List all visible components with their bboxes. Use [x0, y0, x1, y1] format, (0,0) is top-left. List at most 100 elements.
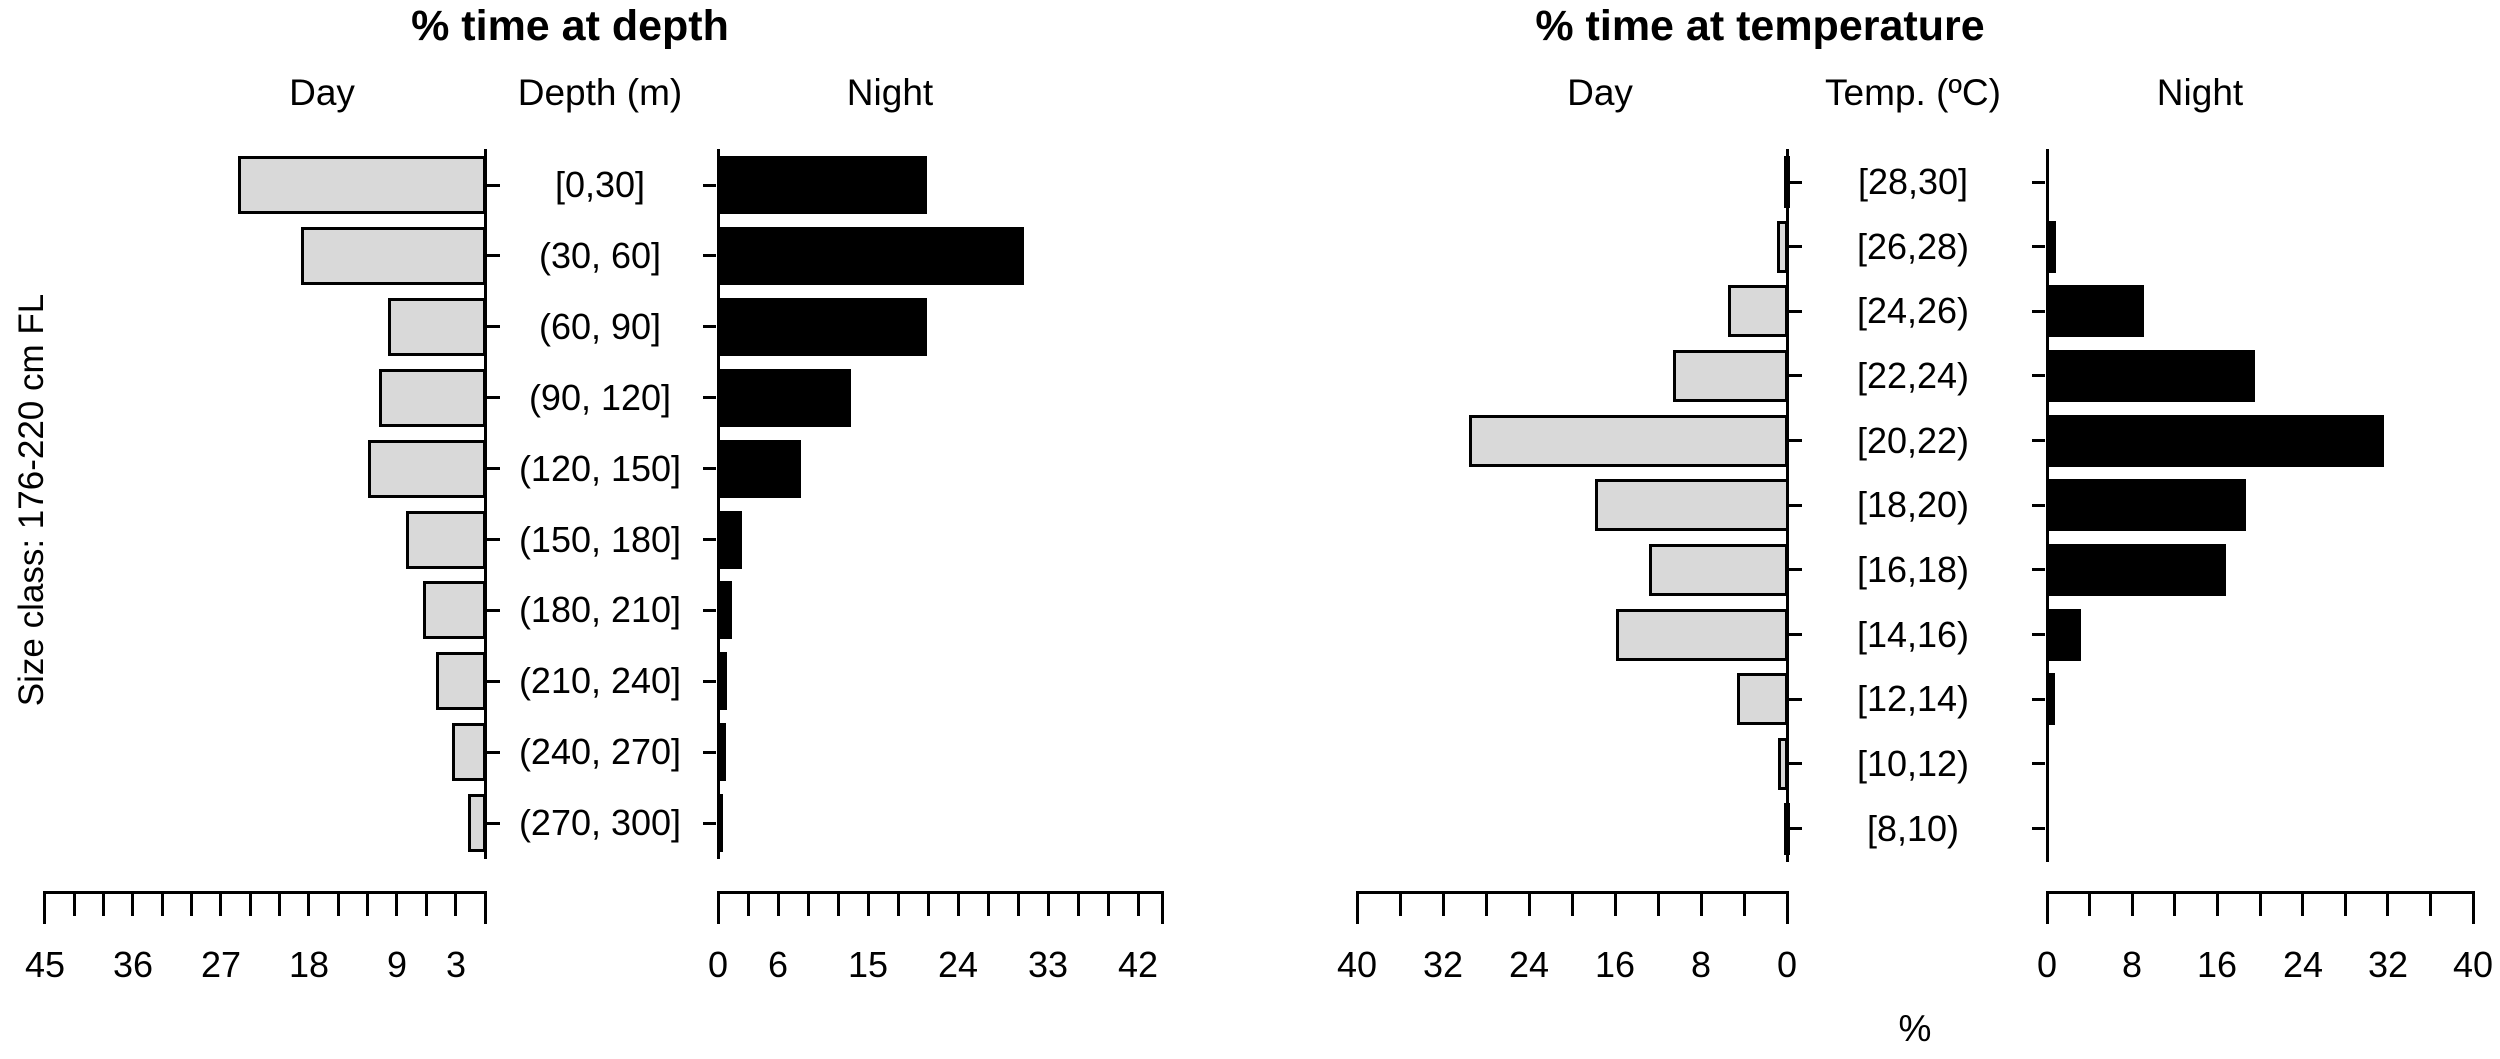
category-tick	[2032, 310, 2045, 313]
day-ruler-tick	[1528, 891, 1531, 916]
day-axis-tick-label: 16	[1594, 944, 1636, 985]
category-label: (270, 300]	[518, 802, 682, 843]
night-axis-tick-label: 0	[707, 944, 729, 985]
day-bar	[1728, 285, 1788, 337]
night-bar	[717, 652, 727, 710]
category-tick	[703, 325, 716, 328]
night-axis-tick-label: 32	[2367, 944, 2409, 985]
category-tick	[487, 609, 500, 612]
day-ruler-tick	[1399, 891, 1402, 916]
category-label: [0,30]	[554, 164, 646, 205]
day-ruler-tick	[278, 891, 281, 916]
day-ruler-tick	[1657, 891, 1660, 916]
category-label: [10,12)	[1856, 743, 1970, 784]
night-ruler-tick	[777, 891, 780, 916]
night-bar	[2046, 738, 2049, 790]
day-bar	[436, 652, 486, 710]
depth-day-header: Day	[289, 72, 355, 113]
category-tick	[487, 325, 500, 328]
night-ruler-tick	[2173, 891, 2176, 916]
day-bar	[301, 227, 486, 285]
day-axis-tick-label: 0	[1776, 944, 1798, 985]
day-bar	[423, 581, 486, 639]
category-label: (120, 150]	[518, 448, 682, 489]
night-bar	[717, 581, 732, 639]
day-bar	[379, 369, 486, 427]
temperature-chart-title: % time at temperature	[1535, 2, 1985, 50]
day-bar	[468, 794, 486, 852]
category-tick	[2032, 439, 2045, 442]
day-ruler-tick	[1743, 891, 1746, 916]
category-label: (180, 210]	[518, 589, 682, 630]
day-bar	[238, 156, 486, 214]
night-axis-tick-label: 33	[1027, 944, 1069, 985]
category-tick	[2032, 633, 2045, 636]
day-ruler-tick	[43, 891, 46, 924]
category-tick	[703, 467, 716, 470]
day-ruler-tick	[131, 891, 134, 916]
day-axis-tick-label: 9	[386, 944, 408, 985]
day-bar	[1649, 544, 1788, 596]
category-label: (240, 270]	[518, 731, 682, 772]
night-ruler-tick	[1137, 891, 1140, 916]
day-axis-tick-label: 36	[112, 944, 154, 985]
day-axis-tick-label: 27	[200, 944, 242, 985]
night-ruler-tick	[2429, 891, 2432, 916]
day-ruler-tick	[1485, 891, 1488, 916]
night-ruler-tick	[987, 891, 990, 916]
category-tick	[2032, 374, 2045, 377]
temperature-axis-header: Temp. (ºC)	[1825, 72, 2001, 113]
category-tick	[1789, 504, 1802, 507]
category-tick	[1789, 245, 1802, 248]
category-label: [8,10)	[1866, 808, 1960, 849]
category-label: [16,18)	[1856, 549, 1970, 590]
day-axis-tick-label: 3	[445, 944, 467, 985]
category-tick	[487, 538, 500, 541]
category-label: (90, 120]	[528, 377, 672, 418]
day-ruler-tick	[337, 891, 340, 916]
size-class-axis-label: Size class: 176-220 cm FL	[12, 293, 51, 707]
temperature-night-header: Night	[2156, 72, 2244, 113]
day-ruler-line	[45, 891, 487, 894]
day-ruler-tick	[1442, 891, 1445, 916]
day-ruler-tick	[425, 891, 428, 916]
category-label: (30, 60]	[538, 235, 662, 276]
night-axis-tick-label: 16	[2196, 944, 2238, 985]
night-bar	[717, 723, 726, 781]
category-tick	[487, 184, 500, 187]
night-bar	[717, 156, 927, 214]
day-ruler-tick	[454, 891, 457, 916]
category-tick	[1789, 698, 1802, 701]
day-ruler-tick	[249, 891, 252, 916]
night-bar	[2046, 415, 2384, 467]
category-tick	[703, 396, 716, 399]
day-ruler-tick	[1571, 891, 1574, 916]
night-axis-baseline	[717, 149, 720, 859]
night-bar	[2046, 609, 2081, 661]
day-ruler-tick	[366, 891, 369, 916]
category-tick	[2032, 504, 2045, 507]
night-ruler-tick	[1107, 891, 1110, 916]
day-ruler-tick	[484, 891, 487, 924]
night-bar	[2046, 479, 2246, 531]
category-label: [28,30]	[1857, 161, 1969, 202]
night-ruler-tick	[2301, 891, 2304, 916]
day-axis-tick-label: 8	[1690, 944, 1712, 985]
day-bar	[1778, 738, 1788, 790]
category-tick	[2032, 827, 2045, 830]
night-axis-tick-label: 24	[937, 944, 979, 985]
category-tick	[2032, 698, 2045, 701]
night-axis-tick-label: 24	[2282, 944, 2324, 985]
night-ruler-line	[718, 891, 1164, 894]
category-tick	[1789, 181, 1802, 184]
night-ruler-tick	[1077, 891, 1080, 916]
night-bar	[717, 227, 1024, 285]
percent-axis-label: %	[1898, 1008, 1932, 1049]
category-tick	[703, 254, 716, 257]
category-tick	[487, 680, 500, 683]
category-label: (150, 180]	[518, 519, 682, 560]
category-tick	[1789, 374, 1802, 377]
night-axis-tick-label: 6	[767, 944, 789, 985]
category-tick	[1789, 310, 1802, 313]
